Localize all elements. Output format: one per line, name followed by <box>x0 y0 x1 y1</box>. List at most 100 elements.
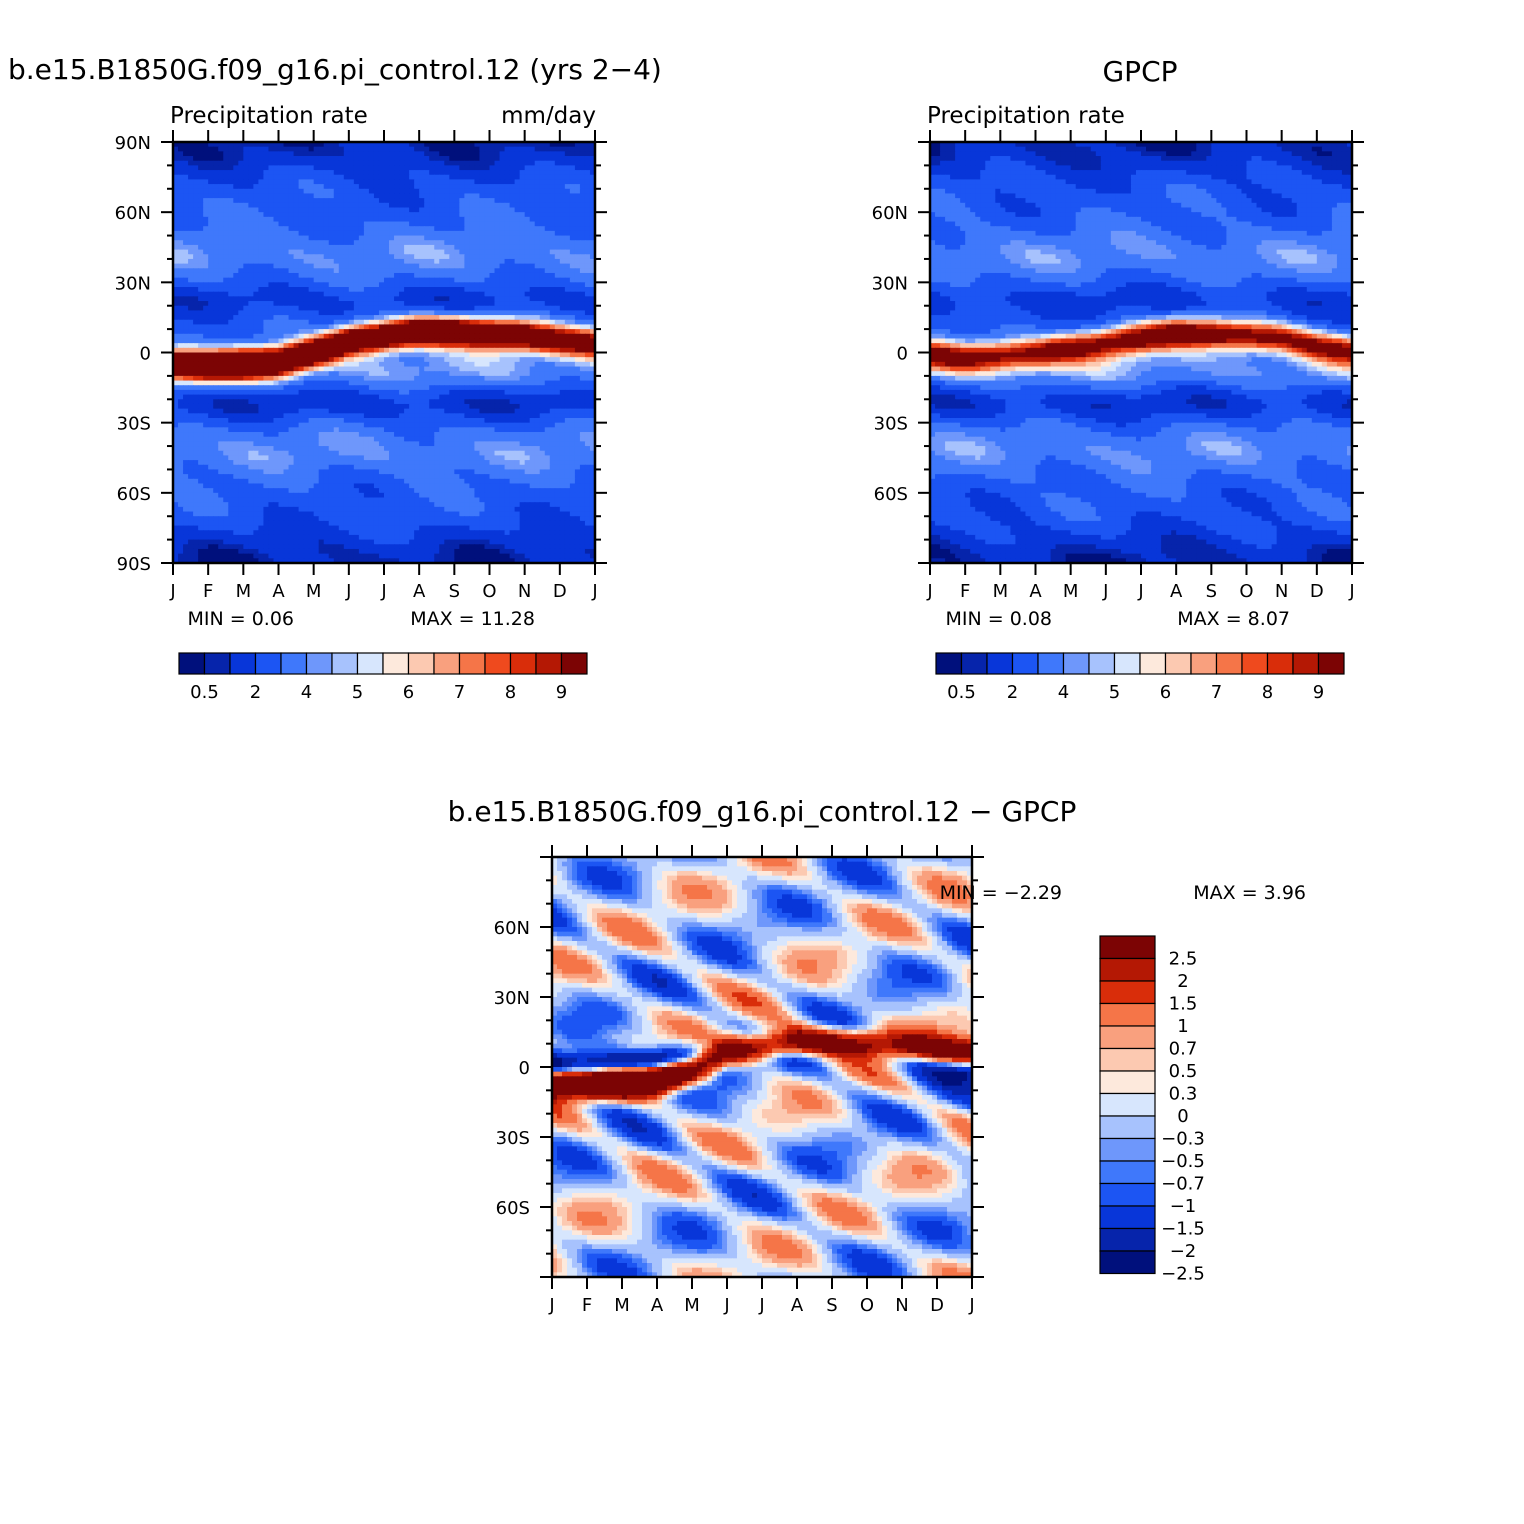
contour-cell <box>510 404 516 409</box>
contour-cell <box>535 207 541 212</box>
contour-cell <box>439 348 445 353</box>
contour-cell <box>188 367 194 372</box>
contour-cell <box>459 217 465 222</box>
contour-cell <box>309 287 315 292</box>
contour-cell <box>344 357 350 362</box>
contour-cell <box>263 357 269 362</box>
contour-cell <box>294 254 300 259</box>
contour-cell <box>263 254 269 259</box>
contour-cell <box>198 343 204 348</box>
contour-cell <box>384 264 390 269</box>
contour-cell <box>344 306 350 311</box>
contour-cell <box>454 207 460 212</box>
contour-cell <box>309 353 315 358</box>
contour-cell <box>479 273 485 278</box>
contour-cell <box>349 184 355 189</box>
contour-cell <box>429 217 435 222</box>
contour-cell <box>369 287 375 292</box>
contour-cell <box>459 259 465 264</box>
contour-cell <box>329 273 335 278</box>
contour-cell <box>238 151 244 156</box>
contour-cell <box>349 245 355 250</box>
contour-cell <box>178 264 184 269</box>
contour-cell <box>218 189 224 194</box>
contour-cell <box>178 409 184 414</box>
contour-cell <box>349 254 355 259</box>
contour-cell <box>233 343 239 348</box>
contour-cell <box>228 399 234 404</box>
contour-cell <box>294 381 300 386</box>
contour-cell <box>309 310 315 315</box>
contour-cell <box>510 292 516 297</box>
contour-cell <box>424 207 430 212</box>
contour-cell <box>389 334 395 339</box>
contour-cell <box>540 362 546 367</box>
contour-cell <box>258 268 264 273</box>
contour-cell <box>379 324 385 329</box>
contour-cell <box>535 254 541 259</box>
contour-cell <box>530 395 536 400</box>
contour-cell <box>349 301 355 306</box>
contour-cell <box>419 217 425 222</box>
contour-cell <box>525 156 531 161</box>
contour-cell <box>414 207 420 212</box>
contour-cell <box>399 179 405 184</box>
contour-cell <box>515 264 521 269</box>
contour-cell <box>419 301 425 306</box>
contour-cell <box>530 357 536 362</box>
contour-cell <box>530 371 536 376</box>
contour-cell <box>309 264 315 269</box>
contour-cell <box>454 409 460 414</box>
contour-cell <box>459 254 465 259</box>
contour-cell <box>389 179 395 184</box>
contour-cell <box>500 193 506 198</box>
contour-cell <box>208 324 214 329</box>
contour-cell <box>495 259 501 264</box>
contour-cell <box>248 278 254 283</box>
contour-cell <box>369 301 375 306</box>
contour-cell <box>404 390 410 395</box>
contour-cell <box>515 198 521 203</box>
contour-cell <box>349 193 355 198</box>
contour-cell <box>580 381 586 386</box>
contour-cell <box>454 179 460 184</box>
contour-cell <box>364 404 370 409</box>
contour-cell <box>434 151 440 156</box>
contour-cell <box>409 409 415 414</box>
contour-cell <box>444 240 450 245</box>
contour-cell <box>500 338 506 343</box>
contour-cell <box>208 161 214 166</box>
contour-cell <box>203 217 209 222</box>
contour-cell <box>228 207 234 212</box>
contour-cell <box>585 310 591 315</box>
contour-cell <box>575 409 581 414</box>
contour-cell <box>550 367 556 372</box>
contour-cell <box>585 376 591 381</box>
contour-cell <box>399 193 405 198</box>
contour-cell <box>284 292 290 297</box>
contour-cell <box>324 381 330 386</box>
contour-cell <box>314 320 320 325</box>
contour-cell <box>314 212 320 217</box>
contour-cell <box>349 207 355 212</box>
contour-cell <box>304 254 310 259</box>
contour-cell <box>193 179 199 184</box>
contour-cell <box>550 353 556 358</box>
contour-cell <box>570 385 576 390</box>
contour-cell <box>268 338 274 343</box>
contour-cell <box>479 357 485 362</box>
contour-cell <box>319 264 325 269</box>
contour-cell <box>198 236 204 241</box>
contour-cell <box>339 376 345 381</box>
contour-cell <box>585 207 591 212</box>
contour-cell <box>474 175 480 180</box>
contour-cell <box>535 343 541 348</box>
contour-cell <box>334 320 340 325</box>
contour-cell <box>530 278 536 283</box>
contour-cell <box>399 329 405 334</box>
contour-cell <box>530 334 536 339</box>
contour-cell <box>309 189 315 194</box>
contour-cell <box>319 395 325 400</box>
contour-cell <box>560 287 566 292</box>
contour-cell <box>243 165 249 170</box>
